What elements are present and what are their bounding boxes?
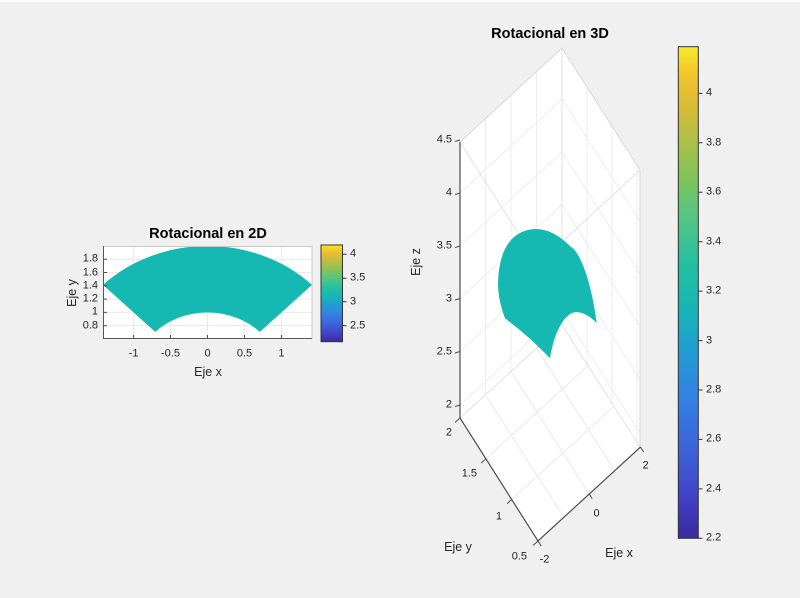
colorbar-tick-label: 3 — [350, 295, 357, 308]
y-tick-label: 0.8 — [82, 319, 98, 332]
colorbar-2d-gradient — [320, 244, 343, 343]
colorbar-tick-label: 2.5 — [350, 319, 366, 332]
x-tick-label: -2 — [539, 553, 550, 566]
y-tick-label: 0.5 — [511, 550, 527, 563]
y-tick-label: 1 — [495, 510, 502, 522]
z-tick-label: 4.5 — [436, 133, 452, 146]
colorbar-tick-label: 2.8 — [706, 383, 722, 396]
x-tick-label: 2 — [642, 459, 649, 472]
y-tick-label: 1.5 — [461, 467, 477, 480]
surface-patch-3d — [498, 229, 597, 359]
colorbar-tick-label: 3.6 — [706, 185, 722, 198]
colorbar-tick-label: 3 — [706, 334, 713, 347]
z-tick-label: 4 — [445, 186, 452, 199]
colorbar-tick-label: 3.2 — [706, 284, 722, 297]
plot-3d-floor-grid — [485, 348, 615, 518]
colorbar-tick-label: 3.4 — [706, 235, 722, 248]
plot-3d-wall-vertical-grid — [485, 71, 638, 443]
plot-3d-xlabel: Eje x — [605, 545, 633, 560]
x-tick-label: 0 — [204, 347, 211, 360]
z-tick-label: 3.5 — [436, 239, 452, 252]
colorbar-3d — [677, 46, 703, 539]
colorbar-2d-tick-marks — [342, 253, 347, 327]
colorbar-3d-gradient — [677, 46, 699, 539]
colorbar-tick-label: 2.6 — [706, 432, 722, 445]
colorbar-tick-label: 3.5 — [350, 271, 366, 284]
plot-3d-axes — [454, 47, 645, 547]
x-tick-label: -1 — [128, 347, 139, 360]
x-tick-label: -0.5 — [161, 347, 180, 360]
colorbar-tick-label: 2.4 — [706, 482, 722, 495]
y-tick-label: 1.8 — [82, 252, 98, 265]
window-top-edge — [0, 0, 800, 2]
colorbar-tick-label: 3.8 — [706, 136, 722, 149]
sector-patch-2d — [103, 245, 312, 332]
x-tick-label: 0 — [593, 507, 600, 519]
x-tick-label: 1 — [278, 347, 285, 360]
y-tick-label: 2 — [445, 426, 452, 439]
y-tick-label: 1.2 — [82, 292, 98, 305]
plot-2d-xlabel: Eje x — [194, 364, 222, 379]
plot-3d-ylabel: Eje y — [444, 539, 472, 554]
colorbar-tick-label: 4 — [350, 247, 357, 260]
plot-2d-box-light — [103, 246, 313, 339]
colorbar-3d-tick-marks — [698, 92, 703, 539]
plot-3d-title: Rotacional en 3D — [491, 25, 609, 42]
plot-2d-ylabel: Eje y — [64, 278, 79, 307]
z-tick-label: 2 — [445, 398, 452, 411]
z-tick-label: 2.5 — [436, 345, 452, 357]
colorbar-tick-label: 4 — [706, 86, 713, 99]
plot-3d-silhouette-edges — [459, 47, 641, 447]
plot-2d-title: Rotacional en 2D — [149, 225, 267, 242]
plot-2d-axes — [103, 245, 313, 339]
plot-2d-box-dark — [103, 246, 312, 339]
colorbar-2d — [320, 244, 347, 343]
y-tick-label: 1 — [91, 305, 98, 318]
plot-3d-zlabel: Eje z — [408, 248, 423, 276]
y-tick-label: 1.6 — [82, 266, 98, 278]
x-tick-label: 0.5 — [236, 347, 253, 360]
plot-3d-tick-marks — [454, 139, 645, 547]
colorbar-tick-label: 2.2 — [706, 531, 722, 544]
z-tick-label: 3 — [445, 292, 452, 304]
y-tick-label: 1.4 — [82, 279, 98, 292]
plot-2d-tick-marks — [103, 258, 282, 339]
